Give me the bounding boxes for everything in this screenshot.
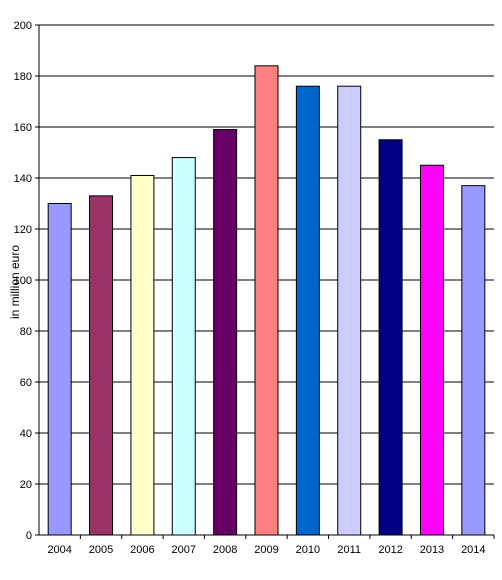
x-tick-labels: 2004 2005 2006 2007 2008 2009 2010 2011 2012 2013… — [47, 535, 495, 556]
y-tick-label: 80 — [20, 326, 32, 338]
bar-2009 — [254, 65, 279, 536]
y-axis-title: in million euro — [8, 245, 22, 319]
x-tick-label: 2007 — [172, 544, 196, 556]
x-tick-label: 2008 — [213, 544, 237, 556]
y-tick-label: 40 — [20, 428, 32, 440]
bar-2007 — [171, 157, 196, 536]
x-tick-label: 2010 — [296, 544, 320, 556]
bar-2014 — [461, 185, 486, 536]
bar-2008 — [213, 129, 238, 536]
x-tick-label: 2009 — [254, 544, 278, 556]
y-tick-label: 200 — [14, 20, 32, 32]
bar-2010 — [295, 85, 320, 536]
bar-2012 — [378, 139, 403, 536]
bar-2004 — [47, 203, 72, 536]
bar-2011 — [337, 85, 362, 536]
x-tick-label: 2011 — [337, 544, 361, 556]
x-tick-label: 2014 — [461, 544, 485, 556]
y-tick-label: 160 — [14, 122, 32, 134]
y-tick-labels: 0 20 40 60 80 100 120 140 160 180 200 — [14, 20, 39, 542]
x-tick-label: 2012 — [378, 544, 402, 556]
x-tick-label: 2004 — [47, 544, 71, 556]
y-tick-label: 0 — [26, 530, 32, 542]
x-tick-label: 2005 — [89, 544, 113, 556]
bar-2006 — [130, 174, 155, 536]
x-tick-label: 2006 — [130, 544, 154, 556]
y-tick-label: 180 — [14, 71, 32, 83]
bars — [47, 65, 486, 536]
bar-2005 — [89, 195, 114, 536]
y-tick-label: 120 — [14, 224, 32, 236]
y-tick-label: 20 — [20, 479, 32, 491]
y-tick-label: 100 — [14, 275, 32, 287]
y-tick-label: 140 — [14, 173, 32, 185]
bar-2013 — [419, 164, 444, 536]
x-tick-label: 2013 — [420, 544, 444, 556]
y-tick-label: 60 — [20, 377, 32, 389]
